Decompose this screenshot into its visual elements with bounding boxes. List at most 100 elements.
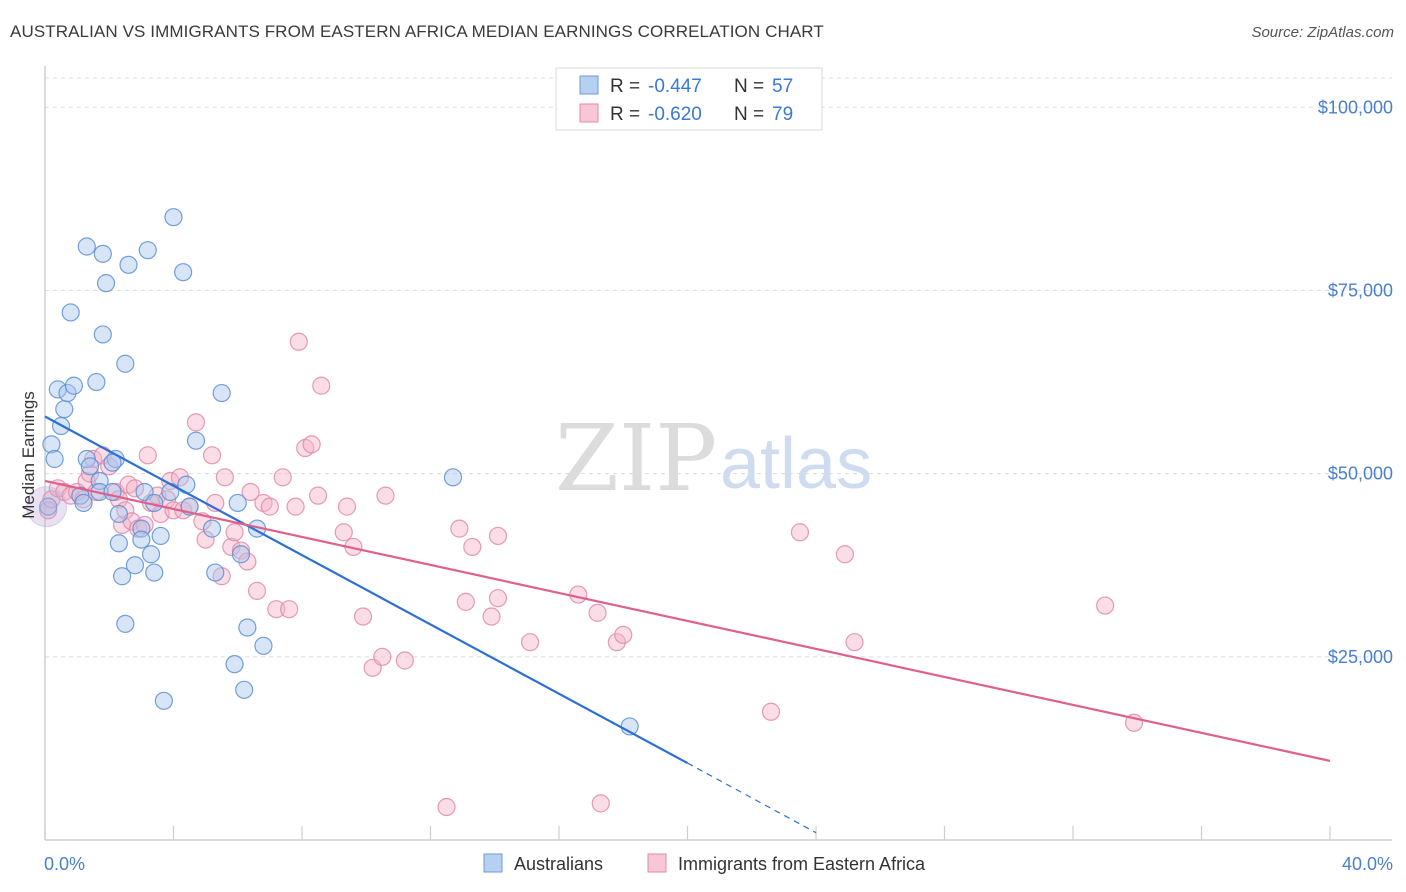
blue-data-point xyxy=(39,497,58,516)
cluster-marker xyxy=(26,486,68,528)
blue-data-point xyxy=(61,303,80,322)
pink-data-point xyxy=(260,497,279,516)
watermark-zip: ZIP xyxy=(555,405,717,512)
bottom-legend-label-australians: Australians xyxy=(514,854,603,874)
blue-data-point xyxy=(145,563,164,582)
pink-data-point xyxy=(312,376,331,395)
blue-data-point xyxy=(96,274,116,293)
blue-data-point xyxy=(58,383,77,403)
pink-data-point xyxy=(835,545,855,564)
blue-data-point xyxy=(228,493,247,513)
blue-data-point xyxy=(141,545,161,564)
legend-n-label-blue: N = xyxy=(734,76,764,97)
blue-data-point xyxy=(119,255,138,274)
pink-data-point xyxy=(238,552,257,571)
blue-data-point xyxy=(93,325,112,344)
pink-data-point xyxy=(138,446,157,465)
pink-data-point xyxy=(202,446,222,465)
y-axis-label: Median Earnings xyxy=(19,391,38,519)
pink-data-point xyxy=(353,607,373,626)
axes xyxy=(44,66,1392,841)
blue-data-point xyxy=(138,241,157,260)
pink-data-point xyxy=(761,702,781,721)
pink-data-point xyxy=(308,486,328,505)
pink-data-point xyxy=(247,581,267,600)
pink-data-point xyxy=(289,332,308,351)
pink-data-point xyxy=(80,464,100,483)
blue-data-point xyxy=(103,453,122,472)
blue-data-point xyxy=(161,482,180,502)
pink-data-point xyxy=(241,482,260,502)
trend-line-australians xyxy=(44,415,689,765)
blue-data-point xyxy=(238,618,257,637)
blue-data-point xyxy=(116,614,135,633)
pink-data-point xyxy=(591,794,610,813)
trend-lines xyxy=(44,415,1331,834)
legend-n-value-pink: 79 xyxy=(772,104,793,125)
blue-data-point xyxy=(55,400,74,419)
pink-data-point xyxy=(125,479,145,498)
blue-data-point xyxy=(186,431,206,450)
y-axis-ticks: $25,000 $50,000 $75,000 $100,000 xyxy=(1318,97,1393,667)
pink-data-point xyxy=(520,633,540,652)
blue-data-point xyxy=(206,563,225,582)
blue-data-point xyxy=(77,237,96,256)
stats-legend: R = -0.447 N = 57 R = -0.620 N = 79 xyxy=(555,67,823,131)
blue-data-point xyxy=(109,504,128,524)
pink-data-point xyxy=(845,633,864,652)
pink-data-point xyxy=(186,413,206,432)
blue-data-point xyxy=(164,208,183,227)
blue-data-point xyxy=(254,636,273,655)
pink-data-point xyxy=(273,468,292,487)
pink-data-point xyxy=(456,592,475,611)
trend-line-eastern-africa xyxy=(44,479,1331,762)
y-tick-label: $25,000 xyxy=(1328,647,1393,667)
legend-r-label-pink: R = xyxy=(610,104,640,125)
y-tick-label: $100,000 xyxy=(1318,97,1393,117)
y-tick-label: $75,000 xyxy=(1328,280,1393,300)
blue-data-point xyxy=(202,519,222,538)
blue-data-point xyxy=(174,263,193,282)
blue-data-point xyxy=(132,530,151,549)
pink-data-point xyxy=(280,600,299,619)
blue-data-point xyxy=(45,449,64,469)
stats-legend-box xyxy=(555,67,823,131)
x-tick-label-max: 40.0% xyxy=(1342,854,1393,874)
y-tick-label: $50,000 xyxy=(1328,464,1393,484)
blue-data-point xyxy=(64,376,84,395)
pink-data-point xyxy=(225,523,244,542)
bottom-legend-swatch-pink xyxy=(647,853,667,873)
pink-data-point xyxy=(437,797,456,817)
pink-data-point xyxy=(450,519,469,538)
blue-data-point xyxy=(235,680,254,699)
trend-line-australians-extension xyxy=(687,762,817,834)
watermark-atlas: atlas xyxy=(720,424,872,504)
blue-data-point xyxy=(125,556,145,575)
x-tick-label-min: 0.0% xyxy=(44,854,85,874)
blue-series-points xyxy=(26,208,639,736)
pink-data-point xyxy=(222,537,241,557)
pink-data-point xyxy=(337,497,357,516)
blue-data-point xyxy=(225,655,244,674)
pink-data-point xyxy=(588,603,607,622)
pink-data-point xyxy=(463,537,482,557)
blue-data-point xyxy=(74,493,93,513)
pink-data-point xyxy=(170,468,190,487)
legend-swatch-pink xyxy=(579,103,599,123)
bottom-legend-label-eastern-africa: Immigrants from Eastern Africa xyxy=(678,854,926,874)
blue-data-point xyxy=(80,457,100,476)
blue-data-point xyxy=(112,567,132,586)
source-label: Source: ZipAtlas.com xyxy=(1251,24,1394,41)
pink-data-point xyxy=(215,468,234,487)
legend-swatch-blue xyxy=(579,75,599,95)
legend-r-value-blue: -0.447 xyxy=(648,76,702,97)
pink-data-point xyxy=(302,435,321,454)
blue-data-point xyxy=(109,534,128,553)
chart-title: AUSTRALIAN VS IMMIGRANTS FROM EASTERN AF… xyxy=(10,22,824,41)
blue-data-point xyxy=(116,354,135,373)
pink-data-point xyxy=(373,647,392,666)
pink-data-point xyxy=(267,600,286,619)
pink-data-point xyxy=(614,625,633,644)
pink-data-point xyxy=(482,607,501,626)
